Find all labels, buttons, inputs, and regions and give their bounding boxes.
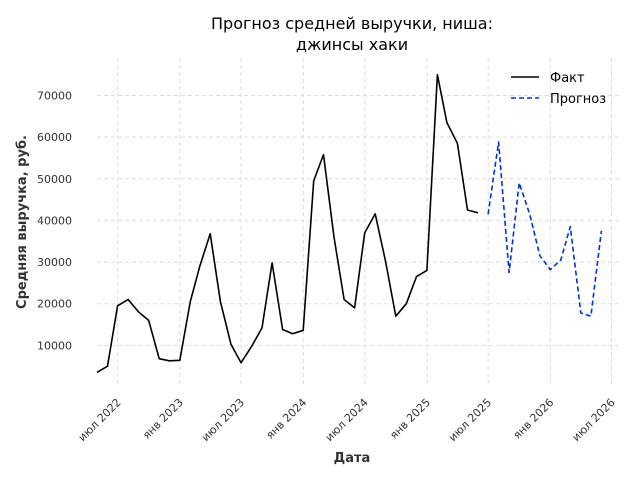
y-tick-label: 20000 xyxy=(37,298,72,311)
y-tick-label: 30000 xyxy=(37,256,72,269)
x-axis-label: Дата xyxy=(334,451,371,466)
x-tick-label: янв 2026 xyxy=(511,396,557,442)
x-tick-label: янв 2025 xyxy=(387,396,433,442)
grid xyxy=(97,58,622,387)
x-axis-ticks: июл 2022 янв 2023 июл 2023 янв 2024 июл 2024… xyxy=(76,396,618,444)
x-tick-label: июл 2024 xyxy=(323,396,371,444)
y-tick-label: 50000 xyxy=(37,173,72,186)
y-tick-label: 70000 xyxy=(37,89,72,102)
legend-label-fact: Факт xyxy=(550,71,585,86)
series-line-forecast xyxy=(487,141,603,317)
legend: Факт Прогноз xyxy=(511,71,606,107)
y-axis-ticks: 10000 20000 30000 40000 50000 60000 70000 xyxy=(37,89,72,352)
x-tick-label: янв 2024 xyxy=(264,396,310,442)
x-tick-label: июл 2025 xyxy=(446,396,494,444)
y-axis-label: Средняя выручка, руб. xyxy=(15,135,30,309)
y-tick-label: 40000 xyxy=(37,214,72,227)
legend-label-forecast: Прогноз xyxy=(550,92,606,107)
series-layer xyxy=(96,73,603,374)
series-line-fact xyxy=(96,73,479,374)
chart-title-line2: джинсы хаки xyxy=(296,35,408,54)
x-tick-label: июл 2023 xyxy=(199,396,247,444)
chart-title-line1: Прогноз средней выручки, ниша: xyxy=(211,14,493,33)
y-tick-label: 60000 xyxy=(37,131,72,144)
x-tick-label: июл 2026 xyxy=(570,396,618,444)
x-tick-label: июл 2022 xyxy=(76,396,124,444)
x-tick-label: янв 2023 xyxy=(140,396,186,442)
y-tick-label: 10000 xyxy=(37,339,72,352)
